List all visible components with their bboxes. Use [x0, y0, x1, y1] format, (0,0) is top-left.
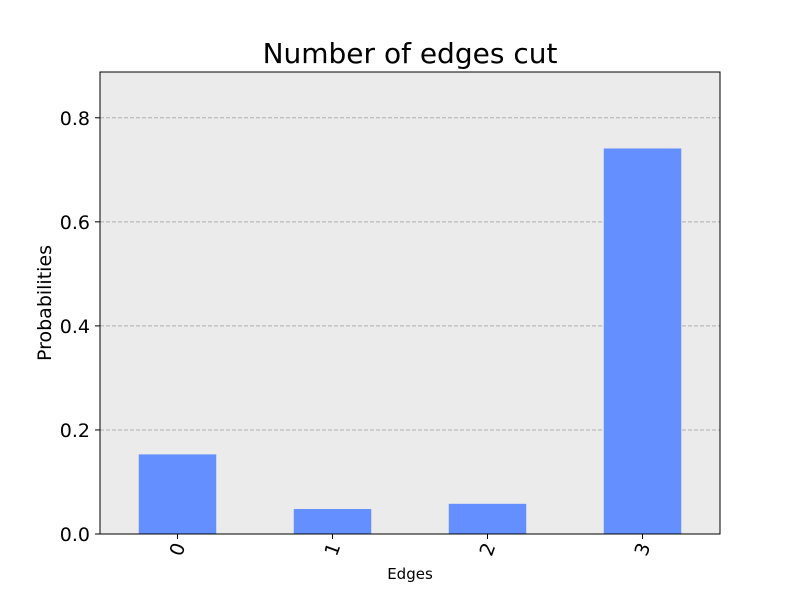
y-tick-label: 0.4 — [60, 316, 90, 338]
y-axis-label: Probabilities — [34, 245, 56, 361]
y-tick-label: 0.0 — [60, 524, 90, 546]
bar-1 — [293, 509, 372, 534]
y-tick-label: 0.8 — [60, 108, 90, 130]
x-axis-label: Edges — [387, 565, 433, 583]
chart-title: Number of edges cut — [263, 37, 558, 70]
bar-3 — [603, 148, 682, 534]
y-tick-label: 0.6 — [60, 212, 90, 234]
plot-frame — [99, 71, 721, 535]
y-axis-ticks: 0.0 0.2 0.4 0.6 0.8 — [60, 108, 100, 546]
bars — [138, 148, 682, 534]
y-tick-label: 0.2 — [60, 420, 90, 442]
bar-0 — [138, 454, 217, 534]
bar-2 — [448, 503, 527, 534]
